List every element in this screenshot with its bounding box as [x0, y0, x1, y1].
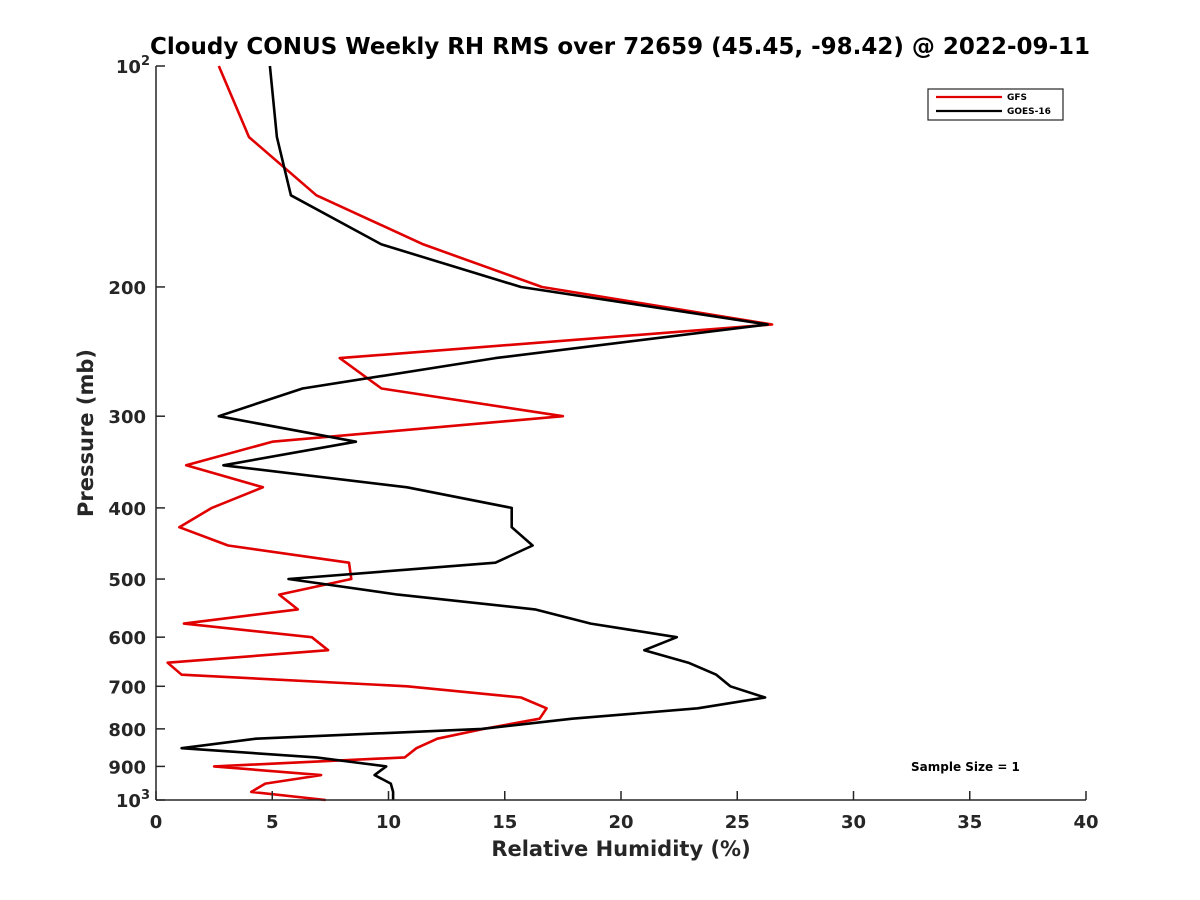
legend-label-gfs: GFS [1007, 93, 1027, 103]
y-ticks: 102 200 300 400 500 600 700 800 900 103 [108, 54, 165, 812]
x-ticks: 0 5 10 15 20 25 30 35 40 [150, 791, 1099, 833]
x-tick-label: 30 [841, 812, 866, 833]
x-tick-label: 10 [376, 812, 401, 833]
y-tick-label: 700 [108, 677, 146, 698]
y-axis-label: Pressure (mb) [74, 349, 98, 517]
y-tick-label: 200 [108, 278, 146, 299]
x-tick-label: 15 [492, 812, 517, 833]
legend-label-goes16: GOES-16 [1007, 107, 1051, 117]
y-tick-label: 300 [108, 407, 146, 428]
sample-size-annotation: Sample Size = 1 [911, 760, 1020, 774]
x-tick-label: 40 [1073, 812, 1098, 833]
x-tick-label: 20 [608, 812, 633, 833]
y-tick-label: 103 [116, 788, 150, 812]
x-tick-label: 25 [725, 812, 750, 833]
legend-box [927, 88, 1064, 121]
x-axis-label: Relative Humidity (%) [491, 837, 750, 861]
x-tick-label: 5 [266, 812, 279, 833]
y-tick-label: 102 [116, 54, 150, 78]
chart-title: Cloudy CONUS Weekly RH RMS over 72659 (4… [150, 34, 1090, 60]
x-tick-label: 35 [957, 812, 982, 833]
x-tick-label: 0 [150, 812, 163, 833]
series-line-goes16 [180, 65, 769, 800]
y-tick-label: 600 [108, 628, 146, 649]
series-layer [166, 65, 774, 802]
legend: GFS GOES-16 [927, 88, 1064, 121]
y-tick-label: 900 [108, 757, 146, 778]
y-tick-label: 500 [108, 570, 146, 591]
y-tick-label: 800 [108, 720, 146, 741]
y-tick-label: 400 [108, 499, 146, 520]
series-line-gfs [166, 65, 774, 802]
